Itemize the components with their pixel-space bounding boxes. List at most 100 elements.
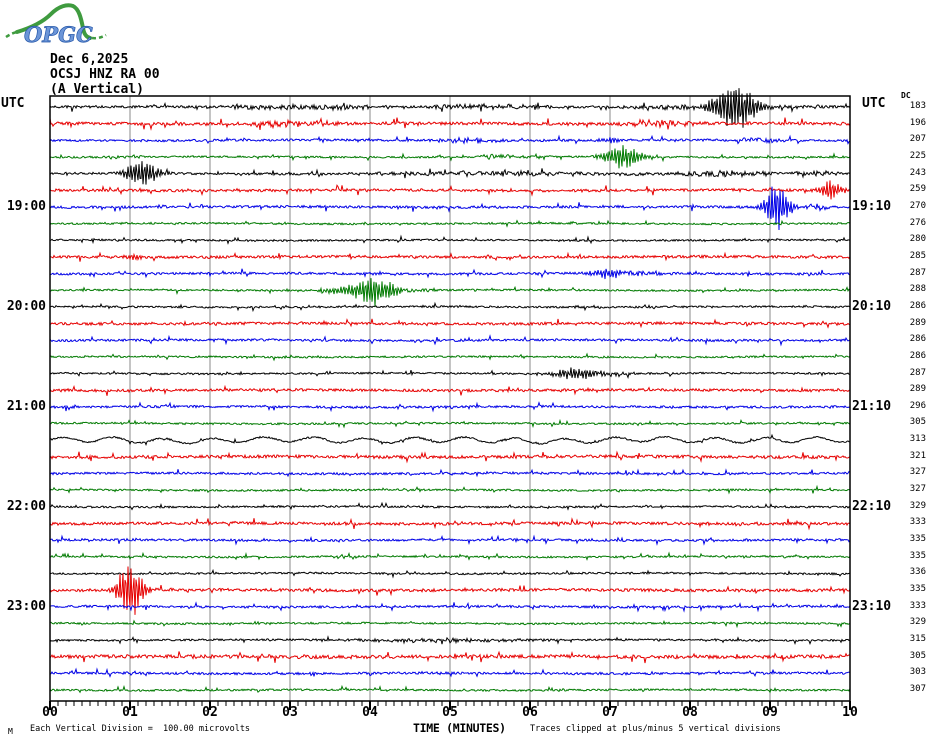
seismogram-trace-0	[49, 88, 851, 128]
dc-offset-value: 196	[909, 117, 926, 128]
corner-glyph: M	[8, 727, 13, 736]
x-tick-label-10: 10	[842, 705, 858, 720]
seismogram-trace-15	[49, 352, 851, 362]
left-time-label-22:00: 22:00	[6, 498, 46, 514]
seismogram-trace-24	[49, 501, 851, 511]
seismogram-trace-20	[49, 433, 850, 446]
x-tick-label-05: 05	[442, 705, 458, 720]
seismogram-trace-21	[49, 450, 851, 464]
dc-offset-value: 333	[909, 517, 926, 528]
logo-curve-dash-right	[91, 33, 107, 40]
dc-offset-value: 286	[909, 350, 926, 361]
seismogram-trace-26	[49, 534, 851, 546]
x-tick-label-06: 06	[522, 705, 538, 720]
dc-offset-value: 288	[909, 284, 926, 295]
dc-offset-value: 287	[909, 267, 926, 278]
seismogram-trace-13	[49, 318, 851, 329]
seismogram-trace-2	[49, 134, 851, 145]
dc-offset-value: 286	[909, 334, 926, 345]
dc-offset-value: 259	[909, 184, 926, 195]
dc-offset-value: 315	[909, 634, 926, 645]
dc-offset-value: 305	[909, 417, 926, 428]
dc-offset-value: 329	[909, 617, 926, 628]
dc-offset-value: 329	[909, 500, 926, 511]
x-tick-label-04: 04	[362, 705, 378, 720]
dc-offset-value: 207	[909, 134, 926, 145]
x-tick-label-00: 00	[42, 705, 58, 720]
x-tick-label-09: 09	[762, 705, 778, 720]
dc-offset-value: 333	[909, 600, 926, 611]
dc-offset-value: 321	[909, 450, 926, 461]
seismogram-trace-16	[49, 367, 851, 380]
seismogram-trace-17	[49, 384, 851, 396]
left-time-label-23:00: 23:00	[6, 598, 46, 614]
scale-note: Each Vertical Division = 100.00 microvol…	[30, 724, 251, 734]
dc-offset-value: 287	[909, 367, 926, 378]
seismogram-trace-1	[49, 116, 851, 131]
dc-offset-value: 296	[909, 400, 926, 411]
x-tick-label-02: 02	[202, 705, 218, 720]
seismogram-trace-22	[50, 468, 851, 478]
dc-offset-value: 270	[909, 200, 926, 211]
right-time-label-20:10: 20:10	[852, 298, 892, 314]
dc-offset-value: 285	[909, 250, 926, 261]
dc-offset-value: 335	[909, 550, 926, 561]
seismogram-trace-10	[49, 268, 851, 280]
seismogram-trace-29	[49, 566, 851, 615]
right-time-label-23:10: 23:10	[852, 598, 892, 614]
utc-label-left: UTC	[1, 96, 25, 111]
seismogram-trace-7	[49, 219, 851, 228]
seismogram-trace-8	[49, 234, 851, 245]
dc-offset-value: 305	[909, 650, 926, 661]
component-label: (A Vertical)	[50, 82, 144, 97]
dc-offset-value: 336	[909, 567, 926, 578]
opgc-logo: OPGC	[5, 3, 107, 47]
seismogram-trace-12	[49, 301, 851, 313]
seismogram-trace-25	[49, 517, 851, 531]
seismogram-trace-18	[49, 401, 851, 413]
dc-offset-value: 286	[909, 300, 926, 311]
x-tick-label-03: 03	[282, 705, 298, 720]
dc-offset-value: 280	[909, 234, 926, 245]
date-label: Dec 6,2025	[50, 52, 129, 67]
right-time-label-22:10: 22:10	[852, 498, 892, 514]
dc-offset-value: 327	[909, 484, 926, 495]
seismogram-trace-14	[49, 334, 851, 347]
seismogram-trace-3	[49, 145, 851, 169]
seismogram-trace-35	[49, 684, 851, 694]
x-tick-label-08: 08	[682, 705, 698, 720]
seismogram-trace-30	[49, 601, 851, 613]
logo-curve-dash-left	[5, 30, 18, 39]
seismogram-trace-23	[49, 484, 850, 495]
time-axis-label: TIME (MINUTES)	[413, 721, 506, 735]
seismogram-trace-31	[49, 619, 851, 629]
x-tick-label-01: 01	[122, 705, 138, 720]
logo-curve	[15, 3, 92, 40]
dc-column-header: DC	[901, 91, 911, 100]
dc-offset-value: 335	[909, 534, 926, 545]
seismogram-trace-9	[49, 251, 851, 262]
left-time-label-19:00: 19:00	[6, 198, 46, 214]
seismogram-trace-19	[49, 418, 851, 429]
utc-label-right: UTC	[862, 96, 886, 111]
dc-offset-value: 225	[909, 150, 926, 161]
dc-offset-value: 289	[909, 384, 926, 395]
dc-offset-value: 243	[909, 167, 926, 178]
dc-offset-value: 276	[909, 217, 926, 228]
left-time-label-20:00: 20:00	[6, 298, 46, 314]
station-label: OCSJ HNZ RA 00	[50, 67, 160, 82]
right-time-label-21:10: 21:10	[852, 398, 892, 414]
seismogram-trace-11	[49, 278, 851, 308]
seismogram-trace-4	[49, 161, 851, 185]
dc-offset-value: 307	[909, 683, 926, 694]
dc-offset-value: 183	[909, 101, 926, 111]
dc-offset-value: 289	[909, 317, 926, 328]
seismogram-trace-27	[49, 551, 851, 561]
opgc-logo-text: OPGC	[24, 22, 93, 47]
left-time-label-21:00: 21:00	[6, 398, 46, 414]
seismogram-trace-34	[49, 667, 851, 678]
dc-offset-value: 313	[909, 434, 926, 445]
seismogram-trace-28	[49, 568, 851, 579]
